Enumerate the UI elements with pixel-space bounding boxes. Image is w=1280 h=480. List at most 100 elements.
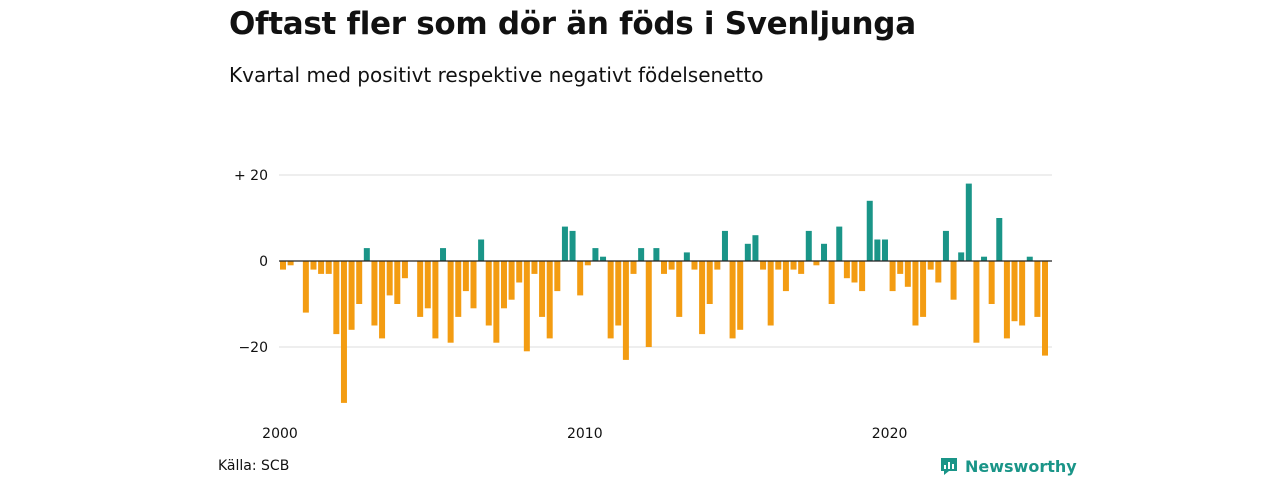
negative-bar — [889, 261, 896, 292]
negative-bar — [470, 261, 477, 309]
positive-bar — [592, 248, 599, 261]
negative-bar — [813, 261, 820, 266]
positive-bar — [981, 256, 988, 261]
negative-bar — [371, 261, 378, 326]
brand-logo: Newsworthy — [939, 456, 1077, 476]
negative-bar — [661, 261, 667, 274]
negative-bar — [531, 261, 538, 274]
positive-bar — [805, 230, 812, 261]
negative-bar — [485, 261, 492, 326]
positive-bar — [683, 252, 690, 261]
negative-bar — [394, 261, 401, 304]
negative-bar — [668, 261, 675, 270]
negative-bar — [280, 261, 286, 270]
negative-bar — [523, 261, 530, 352]
negative-bar — [988, 261, 995, 304]
negative-bar — [379, 261, 386, 339]
positive-bar — [363, 248, 370, 261]
negative-bar — [912, 261, 919, 326]
negative-bar — [782, 261, 789, 292]
negative-bar — [577, 261, 584, 296]
positive-bar — [752, 235, 759, 261]
negative-bar — [554, 261, 561, 292]
negative-bar — [333, 261, 340, 335]
negative-bar — [539, 261, 546, 317]
positive-bar — [721, 230, 728, 261]
negative-bar — [859, 261, 866, 292]
negative-bar — [699, 261, 706, 335]
negative-bar — [767, 261, 774, 326]
negative-bar — [927, 261, 934, 270]
negative-bar — [310, 261, 317, 270]
negative-bar — [1011, 261, 1018, 322]
positive-bar — [965, 183, 972, 261]
negative-bar — [760, 261, 767, 270]
positive-bar — [638, 248, 645, 261]
negative-bar — [462, 261, 469, 292]
negative-bar — [424, 261, 431, 309]
positive-bar — [942, 230, 949, 261]
x-tick-label: 2010 — [567, 426, 603, 442]
negative-bar — [546, 261, 553, 339]
positive-bar — [744, 243, 751, 261]
negative-bar — [356, 261, 363, 304]
positive-bar — [478, 239, 485, 261]
negative-bar — [615, 261, 622, 326]
positive-bar — [958, 252, 965, 261]
negative-bar — [775, 261, 782, 270]
positive-bar — [996, 218, 1003, 261]
negative-bar — [790, 261, 797, 270]
negative-bar — [516, 261, 523, 283]
y-tick-label: + 20 — [234, 168, 268, 184]
positive-bar — [1026, 256, 1033, 261]
negative-bar — [1019, 261, 1026, 326]
negative-bar — [1003, 261, 1010, 339]
negative-bar — [904, 261, 911, 287]
negative-bar — [584, 261, 591, 266]
negative-bar — [340, 261, 347, 403]
negative-bar — [1034, 261, 1041, 317]
negative-bar — [401, 261, 408, 279]
negative-bar — [386, 261, 393, 296]
negative-bar — [348, 261, 355, 330]
negative-bar — [706, 261, 713, 304]
negative-bar — [607, 261, 614, 339]
y-tick-label: 0 — [259, 254, 268, 270]
positive-bar — [874, 239, 881, 261]
negative-bar — [691, 261, 698, 270]
negative-bar — [828, 261, 835, 304]
x-tick-label: 2020 — [872, 426, 908, 442]
source-note: Källa: SCB — [218, 458, 290, 474]
positive-bar — [440, 248, 447, 261]
negative-bar — [729, 261, 736, 339]
negative-bar — [417, 261, 424, 317]
positive-bar — [561, 226, 568, 261]
positive-bar — [836, 226, 843, 261]
positive-bar — [866, 200, 873, 261]
y-tick-label: −20 — [238, 340, 268, 356]
negative-bar — [973, 261, 980, 343]
chart-title: Oftast fler som dör än föds i Svenljunga — [229, 6, 916, 42]
negative-bar — [935, 261, 942, 283]
negative-bar — [325, 261, 332, 274]
positive-bar — [569, 230, 576, 261]
negative-bar — [432, 261, 439, 339]
negative-bar — [950, 261, 957, 300]
negative-bar — [798, 261, 805, 274]
negative-bar — [318, 261, 325, 274]
positive-bar — [600, 256, 607, 261]
positive-bar — [821, 243, 828, 261]
negative-bar — [287, 261, 294, 266]
chart-subtitle: Kvartal med positivt respektive negativt… — [229, 63, 764, 87]
newsworthy-logo-icon — [941, 458, 957, 475]
negative-bar — [630, 261, 637, 274]
negative-bar — [455, 261, 462, 317]
negative-bar — [645, 261, 652, 347]
negative-bar — [1042, 261, 1048, 356]
negative-bar — [737, 261, 744, 330]
positive-bar — [653, 248, 660, 261]
negative-bar — [500, 261, 507, 309]
negative-bar — [714, 261, 721, 270]
brand-name: Newsworthy — [965, 456, 1077, 476]
